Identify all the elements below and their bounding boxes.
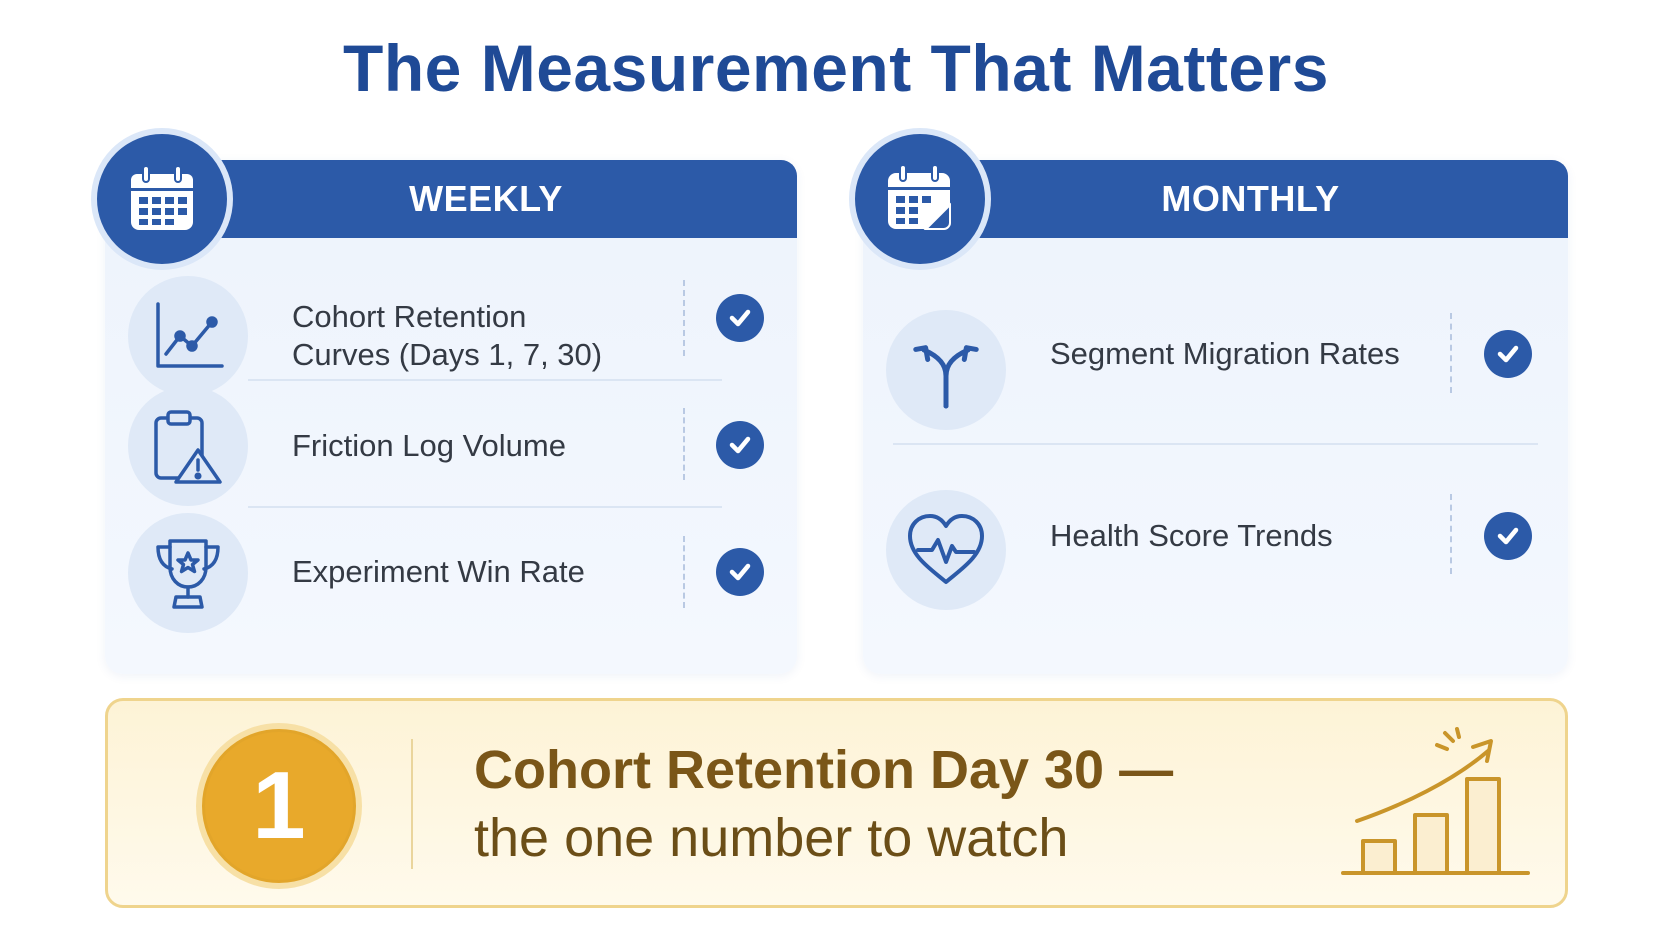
row-divider [683, 536, 685, 608]
metric-label-cohort-retention: Cohort Retention Curves (Days 1, 7, 30) [292, 299, 603, 372]
row-divider [683, 280, 685, 356]
check-icon [716, 548, 764, 596]
check-icon [1484, 512, 1532, 560]
metric-label-friction-log: Friction Log Volume [292, 428, 566, 463]
rank-badge: 1 [196, 723, 362, 889]
metric-label-segment-migration: Segment Migration Rates [1050, 336, 1400, 371]
row-divider [683, 408, 685, 480]
metric-label-experiment-win-rate: Experiment Win Rate [292, 554, 585, 589]
check-icon [1484, 330, 1532, 378]
monthly-header-label: MONTHLY [1161, 178, 1340, 219]
callout-headline: Cohort Retention Day 30 — [474, 740, 1174, 800]
row-divider [1450, 494, 1452, 574]
trophy-icon [128, 513, 248, 633]
row-separator [248, 379, 722, 381]
weekly-panel: WEEKLY Cohort Retention Curves (Days 1, … [91, 128, 797, 674]
check-icon [716, 294, 764, 342]
row-separator [248, 506, 722, 508]
row-divider [1450, 313, 1452, 393]
weekly-badge [91, 128, 233, 270]
rising-bar-chart-icon [1341, 727, 1530, 875]
row-separator [893, 443, 1538, 445]
callout-divider [411, 739, 413, 869]
page-title: The Measurement That Matters [343, 31, 1329, 105]
monthly-panel: MONTHLY Segment Migration Rates [849, 128, 1568, 674]
metric-label-health-score: Health Score Trends [1050, 518, 1333, 553]
monthly-badge [849, 128, 991, 270]
weekly-header-label: WEEKLY [409, 178, 563, 219]
clipboard-warning-icon [128, 386, 248, 506]
heart-pulse-icon [886, 490, 1006, 610]
check-icon [716, 421, 764, 469]
callout-subline: the one number to watch [474, 808, 1069, 868]
calendar-icon [131, 165, 193, 230]
split-arrows-icon [886, 310, 1006, 430]
key-metric-callout: 1 Cohort Retention Day 30 — the one numb… [105, 698, 1568, 908]
line-chart-icon [128, 276, 248, 396]
monthly-calendar-icon [888, 164, 951, 230]
